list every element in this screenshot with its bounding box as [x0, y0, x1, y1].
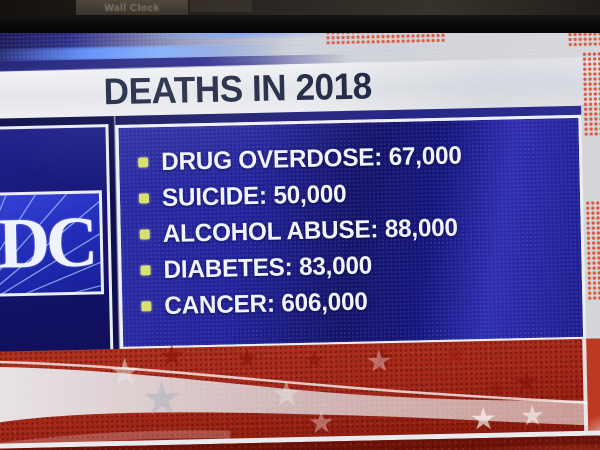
wall-clock-label: Wall Clock: [104, 2, 160, 14]
right-red-strip: [586, 338, 600, 435]
cdc-logo-text: DC: [0, 201, 95, 284]
stat-text: DIABETES: 83,000: [163, 250, 373, 284]
bullet-square-icon: [138, 157, 149, 168]
bullet-square-icon: [139, 229, 150, 240]
bullet-square-icon: [138, 193, 150, 204]
stat-text: DRUG OVERDOSE: 67,000: [160, 140, 462, 176]
stat-text: ALCOHOL ABUSE: 88,000: [162, 213, 459, 248]
cdc-panel: DC: [0, 124, 114, 359]
broadcast-graphic: DEATHS IN 2018: [0, 33, 600, 450]
stat-text: CANCER: 606,000: [164, 287, 368, 320]
background-box: [190, 0, 252, 12]
cdc-logo: DC: [0, 190, 105, 298]
page-title: DEATHS IN 2018: [103, 65, 373, 113]
corner-highlight: [586, 338, 600, 435]
red-halftone-patch: [567, 33, 600, 48]
red-halftone-patch: [585, 200, 600, 301]
cdc-logo-rays-icon: [0, 190, 105, 298]
tv-bezel: [0, 15, 600, 34]
star-icon: [520, 402, 546, 431]
flag-bottom-band: [0, 338, 600, 450]
star-icon: [141, 375, 183, 422]
stats-list: DRUG OVERDOSE: 67,000 SUICIDE: 50,000 AL…: [118, 118, 582, 325]
red-halftone-patch: [581, 51, 600, 136]
bullet-square-icon: [140, 265, 151, 276]
wall-clock-box: Wall Clock: [76, 0, 188, 16]
stat-text: SUICIDE: 50,000: [161, 179, 347, 212]
content-area: DC DRUG OVERDOSE: 67,000 SUICIDE: 50,000: [0, 105, 600, 359]
bullet-square-icon: [141, 301, 152, 312]
tv-screen: DEATHS IN 2018: [0, 33, 600, 450]
star-icon: [470, 405, 498, 436]
stats-box: DRUG OVERDOSE: 67,000 SUICIDE: 50,000 AL…: [115, 114, 587, 350]
